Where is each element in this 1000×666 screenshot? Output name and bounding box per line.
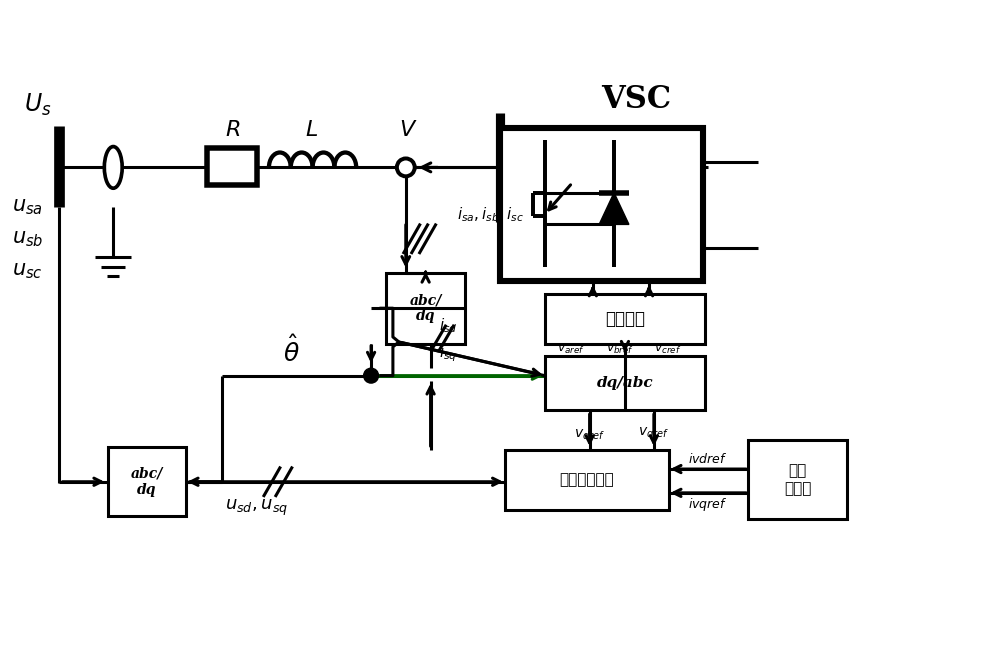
Text: 外环
控制器: 外环 控制器 <box>784 464 811 496</box>
Text: $\mathit{i_{sd}}$: $\mathit{i_{sd}}$ <box>439 317 457 336</box>
Text: dq/abc: dq/abc <box>597 376 653 390</box>
Text: $\mathit{ivdref}$: $\mathit{ivdref}$ <box>688 452 728 466</box>
Bar <box>207 148 257 185</box>
Text: $\mathit{v_{dref}}$: $\mathit{v_{dref}}$ <box>574 428 605 442</box>
Text: $\mathit{u_{sb}}$: $\mathit{u_{sb}}$ <box>12 229 44 249</box>
Text: VSC: VSC <box>601 85 671 115</box>
Text: $\mathit{v_{qref}}$: $\mathit{v_{qref}}$ <box>638 426 669 442</box>
Bar <box>505 450 669 509</box>
Text: $\mathit{v_{cref}}$: $\mathit{v_{cref}}$ <box>654 343 681 356</box>
Text: $\mathit{u_{sa}}$: $\mathit{u_{sa}}$ <box>12 197 43 217</box>
Text: $\mathit{v_{aref}}$: $\mathit{v_{aref}}$ <box>557 343 584 356</box>
Text: $\mathit{i_{sq}}$: $\mathit{i_{sq}}$ <box>439 344 457 364</box>
Ellipse shape <box>104 147 122 188</box>
Text: $\hat{\theta}$: $\hat{\theta}$ <box>283 335 300 367</box>
Bar <box>545 294 705 344</box>
Text: $\mathit{R}$: $\mathit{R}$ <box>225 119 240 141</box>
Text: $\mathit{ivqref}$: $\mathit{ivqref}$ <box>688 496 728 513</box>
Bar <box>108 447 186 516</box>
Text: $\mathit{u_{sd}, u_{sq}}$: $\mathit{u_{sd}, u_{sq}}$ <box>225 498 289 517</box>
Text: $\mathit{V}$: $\mathit{V}$ <box>399 119 417 141</box>
Text: $\mathit{L}$: $\mathit{L}$ <box>305 119 318 141</box>
Text: 调制模块: 调制模块 <box>605 310 645 328</box>
Text: $\mathit{v_{bref}}$: $\mathit{v_{bref}}$ <box>606 343 634 356</box>
Text: abc/
dq: abc/ dq <box>409 293 442 323</box>
Polygon shape <box>599 192 629 224</box>
Text: $\mathit{U_s}$: $\mathit{U_s}$ <box>24 92 52 118</box>
Bar <box>386 272 465 344</box>
Text: $\mathit{i_{sa}, i_{sb}, i_{sc}}$: $\mathit{i_{sa}, i_{sb}, i_{sc}}$ <box>457 206 524 224</box>
Text: $\mathit{u_{sc}}$: $\mathit{u_{sc}}$ <box>12 260 43 280</box>
Text: abc/
dq: abc/ dq <box>131 467 163 497</box>
Bar <box>748 440 847 519</box>
Text: 内环电流控制: 内环电流控制 <box>559 472 614 488</box>
Bar <box>545 356 705 410</box>
Bar <box>500 128 703 282</box>
Circle shape <box>364 368 379 383</box>
Circle shape <box>397 159 415 176</box>
